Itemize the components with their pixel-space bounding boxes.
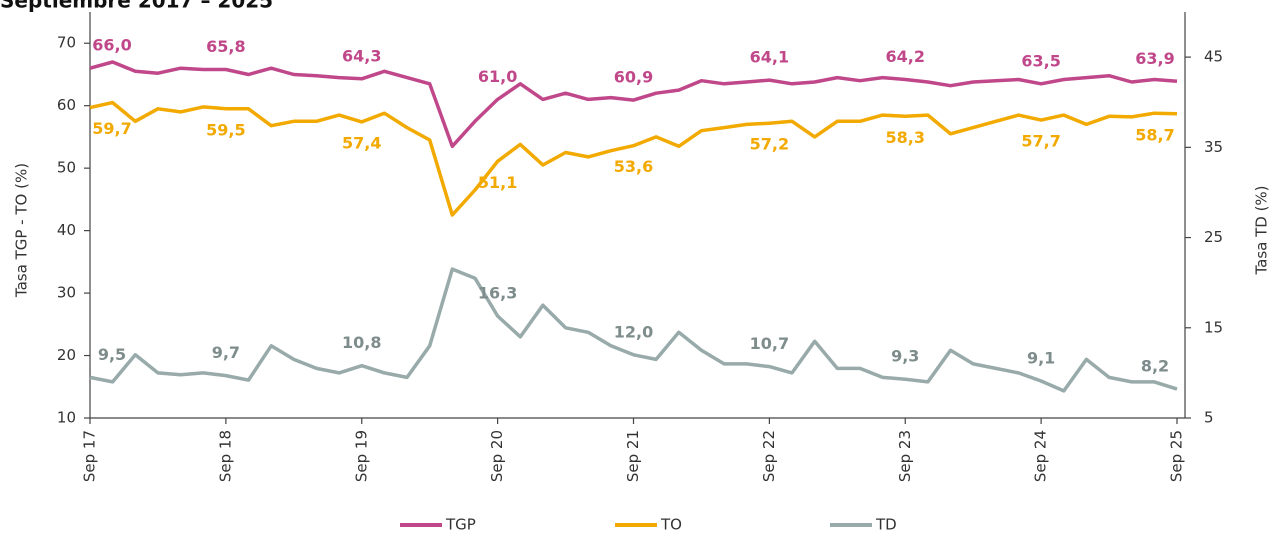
data-label: 61,0 — [478, 67, 517, 86]
x-tick-label: Sep 20 — [488, 430, 506, 482]
x-tick-label: Sep 22 — [760, 430, 778, 482]
y-tick-label: 20 — [57, 346, 76, 364]
y2-tick-label: 45 — [1204, 48, 1223, 66]
data-label: 51,1 — [478, 173, 517, 192]
x-tick-label: Sep 25 — [1168, 430, 1186, 482]
y2-tick-label: 5 — [1204, 409, 1214, 427]
data-label: 57,7 — [1021, 132, 1060, 151]
x-tick-label: Sep 21 — [624, 430, 642, 482]
chart-title: Septiembre 2017 – 2025 — [0, 0, 273, 13]
x-tick-label: Sep 24 — [1032, 430, 1050, 482]
data-label: 12,0 — [614, 322, 653, 341]
data-label: 65,8 — [206, 37, 245, 56]
data-label: 64,2 — [886, 47, 925, 66]
data-label: 16,3 — [478, 284, 517, 303]
x-tick-label: Sep 23 — [896, 430, 914, 482]
data-label: 9,7 — [212, 343, 240, 362]
y2-tick-label: 35 — [1204, 138, 1223, 156]
data-label: 58,7 — [1135, 125, 1174, 144]
y-tick-label: 30 — [57, 284, 76, 302]
data-label: 64,1 — [750, 48, 789, 67]
y2-tick-label: 15 — [1204, 318, 1223, 336]
y-axis-label: Tasa TGP - TO (%) — [13, 163, 31, 298]
series-line — [89, 100, 1178, 217]
data-label: 53,6 — [614, 157, 653, 176]
data-label: 66,0 — [92, 36, 131, 55]
data-label: 60,9 — [614, 68, 653, 87]
x-tick-label: Sep 18 — [216, 430, 234, 482]
data-label: 58,3 — [886, 128, 925, 147]
data-label: 63,5 — [1021, 51, 1060, 70]
x-tick-label: Sep 19 — [352, 430, 370, 482]
y2-axis-label: Tasa TD (%) — [1253, 185, 1271, 275]
series-line — [89, 267, 1178, 393]
data-label: 10,7 — [750, 334, 789, 353]
data-label: 9,5 — [98, 345, 126, 364]
series-line — [89, 60, 1178, 149]
x-tick-label: Sep 17 — [81, 430, 99, 482]
y-tick-label: 10 — [57, 409, 76, 427]
data-label: 9,3 — [891, 347, 919, 366]
data-label: 64,3 — [342, 46, 381, 65]
y2-tick-label: 25 — [1204, 228, 1223, 246]
data-label: 57,4 — [342, 133, 381, 152]
data-label: 63,9 — [1135, 49, 1174, 68]
data-label: 10,8 — [342, 333, 381, 352]
data-label: 59,7 — [92, 119, 131, 138]
data-label: 9,1 — [1027, 349, 1055, 368]
legend-label: TGP — [445, 516, 476, 534]
legend-label: TD — [875, 516, 897, 534]
y-tick-label: 50 — [57, 159, 76, 177]
y-tick-label: 40 — [57, 221, 76, 239]
legend-label: TO — [660, 516, 682, 534]
data-label: 57,2 — [750, 135, 789, 154]
data-label: 8,2 — [1141, 357, 1169, 376]
y-tick-label: 70 — [57, 34, 76, 52]
data-label: 59,5 — [206, 120, 245, 139]
y-tick-label: 60 — [57, 96, 76, 114]
